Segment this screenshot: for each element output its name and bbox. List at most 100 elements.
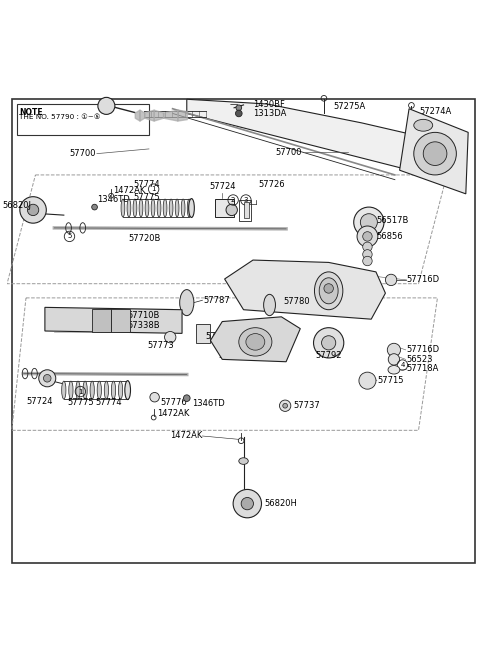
Ellipse shape <box>169 199 173 217</box>
Ellipse shape <box>127 199 131 217</box>
Circle shape <box>357 226 378 247</box>
Text: 57792: 57792 <box>315 351 342 360</box>
Bar <box>215 199 234 218</box>
Text: 57720B: 57720B <box>128 234 160 243</box>
Circle shape <box>322 336 336 350</box>
Ellipse shape <box>69 381 73 399</box>
Text: 1472AK: 1472AK <box>170 432 203 440</box>
Text: 57775: 57775 <box>133 193 160 202</box>
Ellipse shape <box>97 381 101 399</box>
Text: 57774: 57774 <box>133 180 160 189</box>
Text: 57773: 57773 <box>147 342 174 350</box>
Circle shape <box>226 205 238 216</box>
Ellipse shape <box>319 278 338 304</box>
Ellipse shape <box>104 381 108 399</box>
Circle shape <box>363 232 372 241</box>
Polygon shape <box>400 109 468 194</box>
Text: 1430BF: 1430BF <box>253 101 285 109</box>
Text: 1346TD: 1346TD <box>97 195 130 205</box>
Ellipse shape <box>121 199 125 217</box>
Text: 1472AK: 1472AK <box>157 409 190 418</box>
Ellipse shape <box>175 199 179 217</box>
Circle shape <box>359 372 376 389</box>
Ellipse shape <box>388 365 400 374</box>
Ellipse shape <box>239 328 272 356</box>
Circle shape <box>363 250 372 259</box>
Polygon shape <box>210 317 300 361</box>
Text: 1: 1 <box>78 389 83 395</box>
Ellipse shape <box>180 289 194 316</box>
Text: 1346TD: 1346TD <box>192 399 225 408</box>
Text: 1313DA: 1313DA <box>253 109 287 118</box>
Text: 56820H: 56820H <box>265 499 298 508</box>
Text: 57338B: 57338B <box>128 321 160 330</box>
Text: 57712C: 57712C <box>218 351 250 360</box>
Circle shape <box>236 110 242 117</box>
Circle shape <box>98 97 115 115</box>
Ellipse shape <box>111 381 116 399</box>
Bar <box>196 324 210 343</box>
Text: 3: 3 <box>244 197 248 203</box>
Text: 56820J: 56820J <box>2 201 31 210</box>
Circle shape <box>44 375 51 382</box>
Text: 56856: 56856 <box>376 232 403 241</box>
Ellipse shape <box>239 457 248 464</box>
Circle shape <box>360 214 377 231</box>
Circle shape <box>385 274 397 285</box>
Ellipse shape <box>83 381 87 399</box>
Circle shape <box>414 132 456 175</box>
Text: 56523: 56523 <box>407 355 433 364</box>
Ellipse shape <box>133 199 137 217</box>
Bar <box>111 308 130 332</box>
Text: 1472AK: 1472AK <box>113 186 146 195</box>
Circle shape <box>20 197 46 223</box>
Polygon shape <box>225 260 385 319</box>
Text: 57274A: 57274A <box>420 107 452 116</box>
Circle shape <box>183 395 190 401</box>
Circle shape <box>165 332 176 343</box>
Circle shape <box>27 205 39 216</box>
Circle shape <box>241 497 253 510</box>
Text: 57726: 57726 <box>259 180 285 189</box>
Text: NOTE: NOTE <box>19 109 43 117</box>
Bar <box>239 199 251 221</box>
Text: 57774: 57774 <box>96 398 122 407</box>
Text: 5: 5 <box>67 234 72 240</box>
Text: 4: 4 <box>400 362 405 368</box>
Text: 2: 2 <box>231 197 235 203</box>
Circle shape <box>324 284 334 293</box>
Circle shape <box>92 205 97 210</box>
Circle shape <box>313 328 344 358</box>
Text: 57716D: 57716D <box>407 346 440 354</box>
Ellipse shape <box>157 199 161 217</box>
Ellipse shape <box>119 381 123 399</box>
Text: 57700: 57700 <box>275 148 302 157</box>
Bar <box>243 202 249 218</box>
Circle shape <box>363 256 372 265</box>
Text: 57737: 57737 <box>293 401 320 410</box>
Ellipse shape <box>139 199 143 217</box>
Text: 57715: 57715 <box>377 376 404 385</box>
Text: 1: 1 <box>151 186 156 192</box>
Polygon shape <box>187 99 461 179</box>
Text: 57714B: 57714B <box>206 332 238 341</box>
Ellipse shape <box>151 199 155 217</box>
Ellipse shape <box>76 381 80 399</box>
Circle shape <box>233 489 262 518</box>
Text: 57275A: 57275A <box>334 102 366 111</box>
Ellipse shape <box>181 199 185 217</box>
Text: 57775: 57775 <box>67 398 94 407</box>
Ellipse shape <box>145 199 149 217</box>
Circle shape <box>150 393 159 402</box>
Polygon shape <box>45 307 182 334</box>
Ellipse shape <box>246 334 265 350</box>
Circle shape <box>39 370 56 387</box>
Circle shape <box>354 207 384 238</box>
Ellipse shape <box>189 199 194 218</box>
Ellipse shape <box>187 199 191 217</box>
Bar <box>92 308 111 332</box>
Ellipse shape <box>126 381 130 399</box>
Circle shape <box>363 242 372 252</box>
Ellipse shape <box>163 199 167 217</box>
Ellipse shape <box>264 295 276 316</box>
